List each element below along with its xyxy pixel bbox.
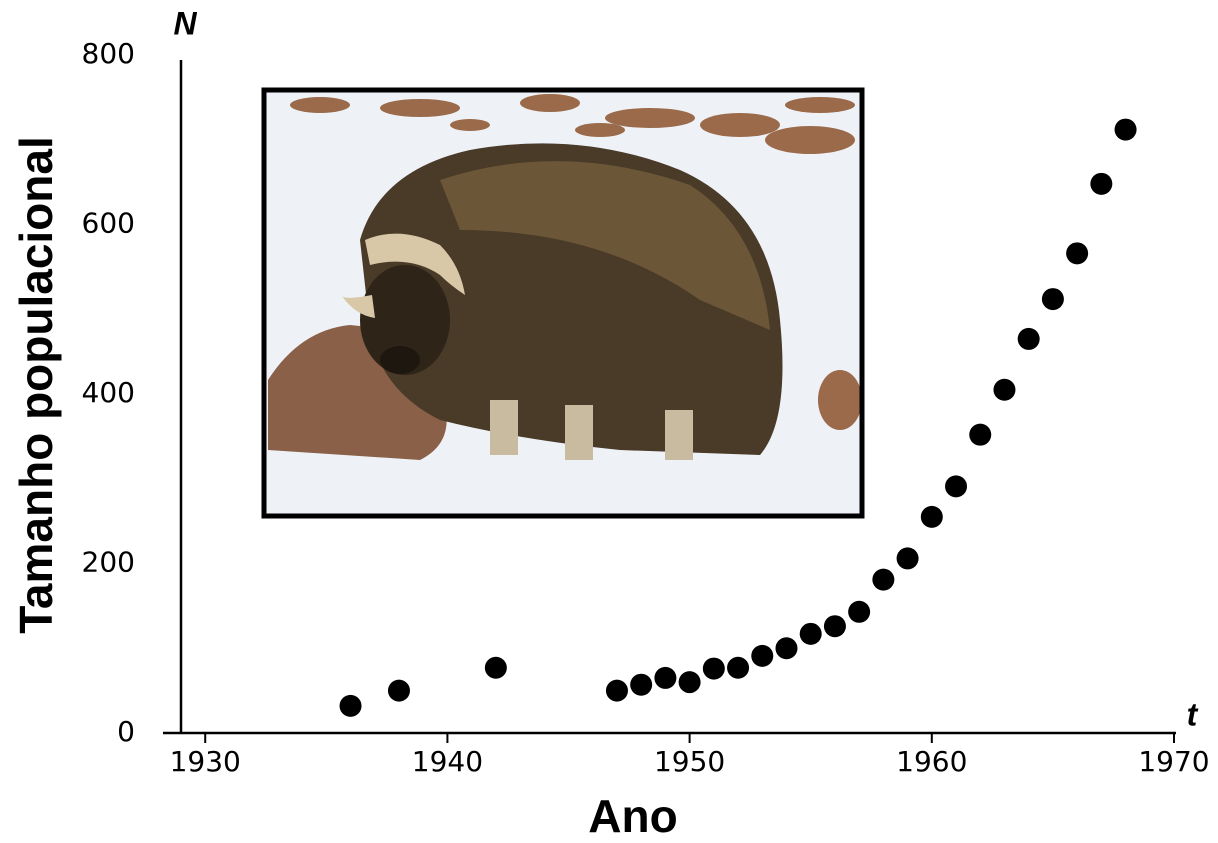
data-point bbox=[897, 547, 919, 569]
data-point bbox=[824, 615, 846, 637]
y-tick-label: 600 bbox=[82, 207, 135, 240]
data-point bbox=[485, 657, 507, 679]
x-tick-label: 1950 bbox=[654, 745, 725, 778]
x-axis-symbol: t bbox=[1187, 696, 1199, 732]
data-point bbox=[630, 674, 652, 696]
data-point bbox=[679, 671, 701, 693]
y-tick-label: 200 bbox=[82, 546, 135, 579]
x-tick-label: 1960 bbox=[896, 745, 967, 778]
data-point bbox=[872, 569, 894, 591]
data-point bbox=[751, 645, 773, 667]
data-point bbox=[800, 623, 822, 645]
data-point bbox=[921, 506, 943, 528]
inset-photo bbox=[264, 90, 862, 516]
data-point bbox=[848, 601, 870, 623]
data-point bbox=[703, 658, 725, 680]
data-point bbox=[775, 637, 797, 659]
data-point bbox=[993, 379, 1015, 401]
y-tick-label: 400 bbox=[82, 376, 135, 409]
x-tick-label: 1940 bbox=[412, 745, 483, 778]
data-point bbox=[1042, 288, 1064, 310]
data-point bbox=[388, 680, 410, 702]
data-point bbox=[1090, 173, 1112, 195]
x-axis-label: Ano bbox=[588, 790, 677, 842]
data-point bbox=[945, 475, 967, 497]
data-point bbox=[606, 680, 628, 702]
data-point bbox=[1115, 119, 1137, 141]
y-axis-symbol: N bbox=[173, 5, 197, 41]
data-point bbox=[727, 657, 749, 679]
y-tick-label: 800 bbox=[82, 37, 135, 70]
x-tick-label: 1930 bbox=[170, 745, 241, 778]
data-point bbox=[1066, 242, 1088, 264]
y-tick-label: 0 bbox=[117, 715, 135, 748]
chart: N t Ano Tamanho populacional 0 200 400 600 8… bbox=[0, 0, 1218, 843]
data-point bbox=[340, 695, 362, 717]
y-axis-label: Tamanho populacional bbox=[10, 136, 62, 634]
data-point bbox=[1018, 328, 1040, 350]
data-point bbox=[654, 667, 676, 689]
data-point bbox=[969, 424, 991, 446]
x-tick-label: 1970 bbox=[1138, 745, 1209, 778]
